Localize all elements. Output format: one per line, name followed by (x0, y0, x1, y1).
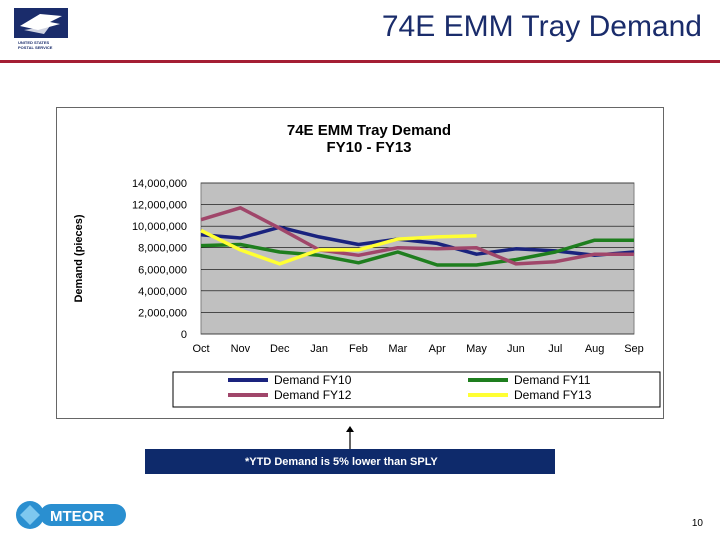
usps-eagle-logo (14, 8, 68, 38)
x-tick-label: Nov (231, 343, 251, 355)
x-tick-label: Feb (349, 343, 368, 355)
y-tick-label: 14,000,000 (132, 178, 187, 190)
y-tick-label: 0 (181, 329, 187, 341)
x-tick-label: Aug (585, 343, 605, 355)
chart-legend (172, 371, 661, 408)
x-tick-label: Jun (507, 343, 525, 355)
page-number: 10 (691, 518, 703, 529)
logo-line-1: UNITED STATES (18, 40, 50, 45)
y-tick-label: 12,000,000 (132, 200, 187, 212)
series-line-demand-fy13 (200, 228, 477, 266)
x-tick-label: Dec (270, 343, 290, 355)
header-divider (0, 60, 720, 63)
x-tick-label: Apr (429, 343, 446, 355)
y-tick-label: 4,000,000 (138, 286, 187, 298)
y-tick-label: 6,000,000 (138, 264, 187, 276)
legend-label: Demand FY12 (274, 388, 352, 402)
y-tick-label: 2,000,000 (138, 307, 187, 319)
mteor-logo-text: MTEOR (50, 508, 104, 525)
legend-label: Demand FY13 (514, 388, 592, 402)
header-bar: UNITED STATES POSTAL SERVICE 74E EMM Tra… (0, 0, 720, 58)
chart-title: 74E EMM Tray Demand (287, 122, 451, 139)
series-line-demand-fy11 (200, 238, 634, 267)
logo-line-2: POSTAL SERVICE (18, 45, 53, 50)
x-tick-label: Mar (388, 343, 407, 355)
callout-arrow-icon (346, 426, 354, 450)
y-tick-label: 10,000,000 (132, 221, 187, 233)
y-tick-label: 8,000,000 (138, 243, 187, 255)
legend-label: Demand FY11 (514, 373, 591, 387)
y-axis-label: Demand (pieces) (73, 214, 85, 302)
chart-subtitle: FY10 - FY13 (326, 139, 411, 156)
legend-label: Demand FY10 (274, 373, 352, 387)
slide-title: 74E EMM Tray Demand (381, 10, 702, 43)
usps-logo-text: UNITED STATES POSTAL SERVICE (18, 40, 68, 50)
x-tick-label: May (466, 343, 487, 355)
mteor-logo: MTEOR (16, 501, 126, 529)
x-tick-label: Jan (310, 343, 328, 355)
ytd-callout: *YTD Demand is 5% lower than SPLY (145, 449, 555, 474)
x-tick-label: Sep (624, 343, 644, 355)
x-tick-label: Jul (548, 343, 562, 355)
series-line-demand-fy12 (200, 206, 634, 266)
ytd-callout-text: *YTD Demand is 5% lower than SPLY (245, 455, 438, 468)
x-tick-label: Oct (192, 343, 209, 355)
